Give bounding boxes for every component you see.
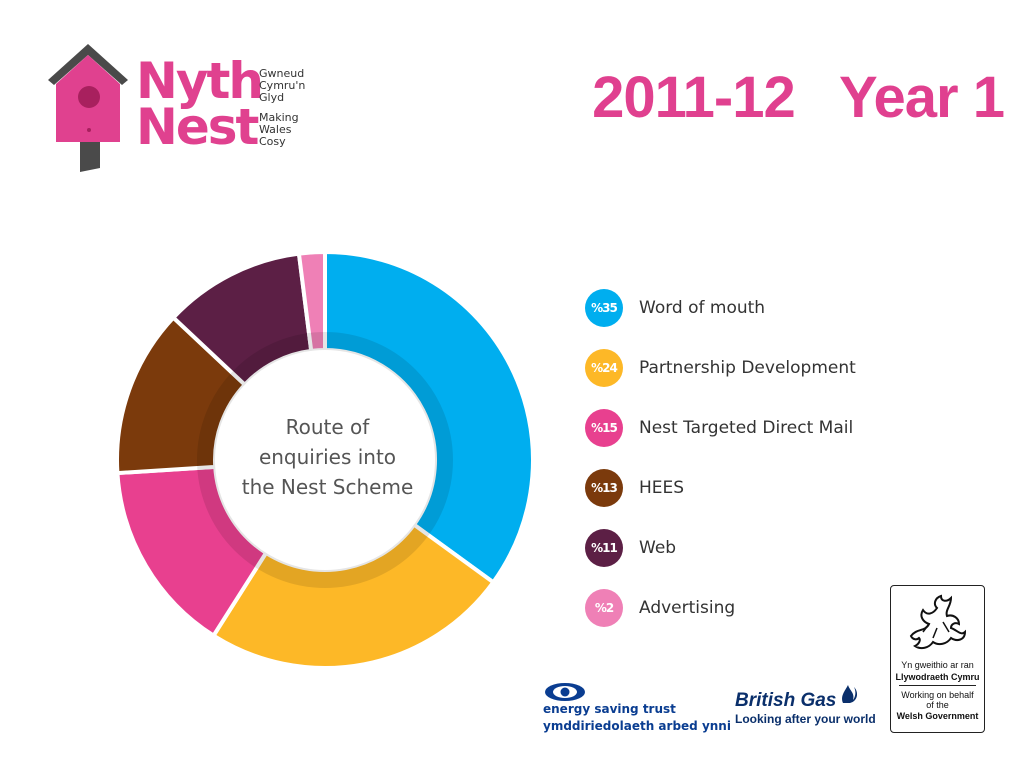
center-label-line: enquiries into (258, 445, 397, 469)
legend-label: Partnership Development (639, 358, 856, 378)
legend-value-badge: %35 (585, 289, 623, 327)
wg-line: Working on behalf (901, 690, 974, 700)
wg-line: Llywodraeth Cymru (895, 672, 980, 682)
legend-item: %2 Advertising (585, 588, 905, 628)
center-label-line: Route of (285, 415, 370, 439)
british-gas-logo: British Gas Looking after your world (735, 682, 876, 732)
legend-value-badge: %11 (585, 529, 623, 567)
legend-item: %35 Word of mouth (585, 288, 905, 328)
wg-line: Yn gweithio ar ran (901, 660, 974, 670)
legend-item: %13 HEES (585, 468, 905, 508)
tagline-cy-line: Glyd (259, 91, 285, 104)
legend-item: %15 Nest Targeted Direct Mail (585, 408, 905, 448)
donut-slice-partnership-development (210, 521, 497, 670)
eye-swirl-icon (545, 683, 585, 701)
page-title: 2011-12 Year 1 (592, 65, 1005, 130)
legend-value-badge: %13 (585, 469, 623, 507)
est-name: energy saving trust (543, 702, 676, 716)
legend-value-badge: %2 (585, 589, 623, 627)
tagline-en-line: Making (259, 111, 299, 124)
legend-item: %11 Web (585, 528, 905, 568)
center-label-line: the Nest Scheme (241, 475, 414, 499)
logo-tagline-en: Making Wales Cosy (259, 112, 299, 148)
donut-slice-word-of-mouth (323, 249, 535, 586)
chart-center-label: Route of enquiries into the Nest Scheme (215, 412, 440, 502)
logo-word-en: Nest (136, 98, 259, 156)
nest-logo: Nyth Nest Gwneud Cymru'n Glyd Making Wal… (48, 42, 348, 174)
logo-tagline-cy: Gwneud Cymru'n Glyd (259, 68, 305, 104)
flame-icon (842, 685, 858, 703)
legend-label: Nest Targeted Direct Mail (639, 418, 854, 438)
legend-item: %24 Partnership Development (585, 348, 905, 388)
legend-value-badge: %24 (585, 349, 623, 387)
donut-chart (115, 249, 535, 670)
logo-word-cy: Nyth (136, 52, 264, 110)
british-gas-tagline: Looking after your world (735, 712, 876, 726)
tagline-en-line: Wales (259, 123, 292, 136)
legend-value-badge: %15 (585, 409, 623, 447)
british-gas-name: British Gas (735, 690, 837, 711)
legend-label: Word of mouth (639, 298, 766, 318)
est-name-cy: ymddiriedolaeth arbed ynni (543, 719, 731, 733)
donut-slice-advertising (296, 249, 327, 354)
legend-label: HEES (639, 478, 685, 498)
tagline-cy-line: Cymru'n (259, 79, 306, 92)
legend-label: Web (639, 538, 677, 558)
wg-divider (899, 685, 976, 686)
birdhouse-icon (48, 44, 128, 172)
donut-inner-shadow (197, 332, 453, 588)
welsh-dragon-icon (909, 594, 967, 650)
chart-legend: %35 Word of mouth %24 Partnership Developme… (585, 288, 905, 648)
wg-line: Welsh Government (896, 711, 979, 721)
tagline-en-line: Cosy (259, 135, 286, 148)
wg-line: of the (926, 700, 949, 710)
tagline-cy-line: Gwneud (259, 67, 305, 80)
welsh-government-badge: Yn gweithio ar ran Llywodraeth Cymru Wor… (890, 585, 985, 733)
donut-slice-nest-targeted-direct-mail (115, 464, 269, 639)
legend-label: Advertising (639, 598, 736, 618)
energy-saving-trust-logo: energy saving trust ymddiriedolaeth arbe… (543, 682, 731, 734)
